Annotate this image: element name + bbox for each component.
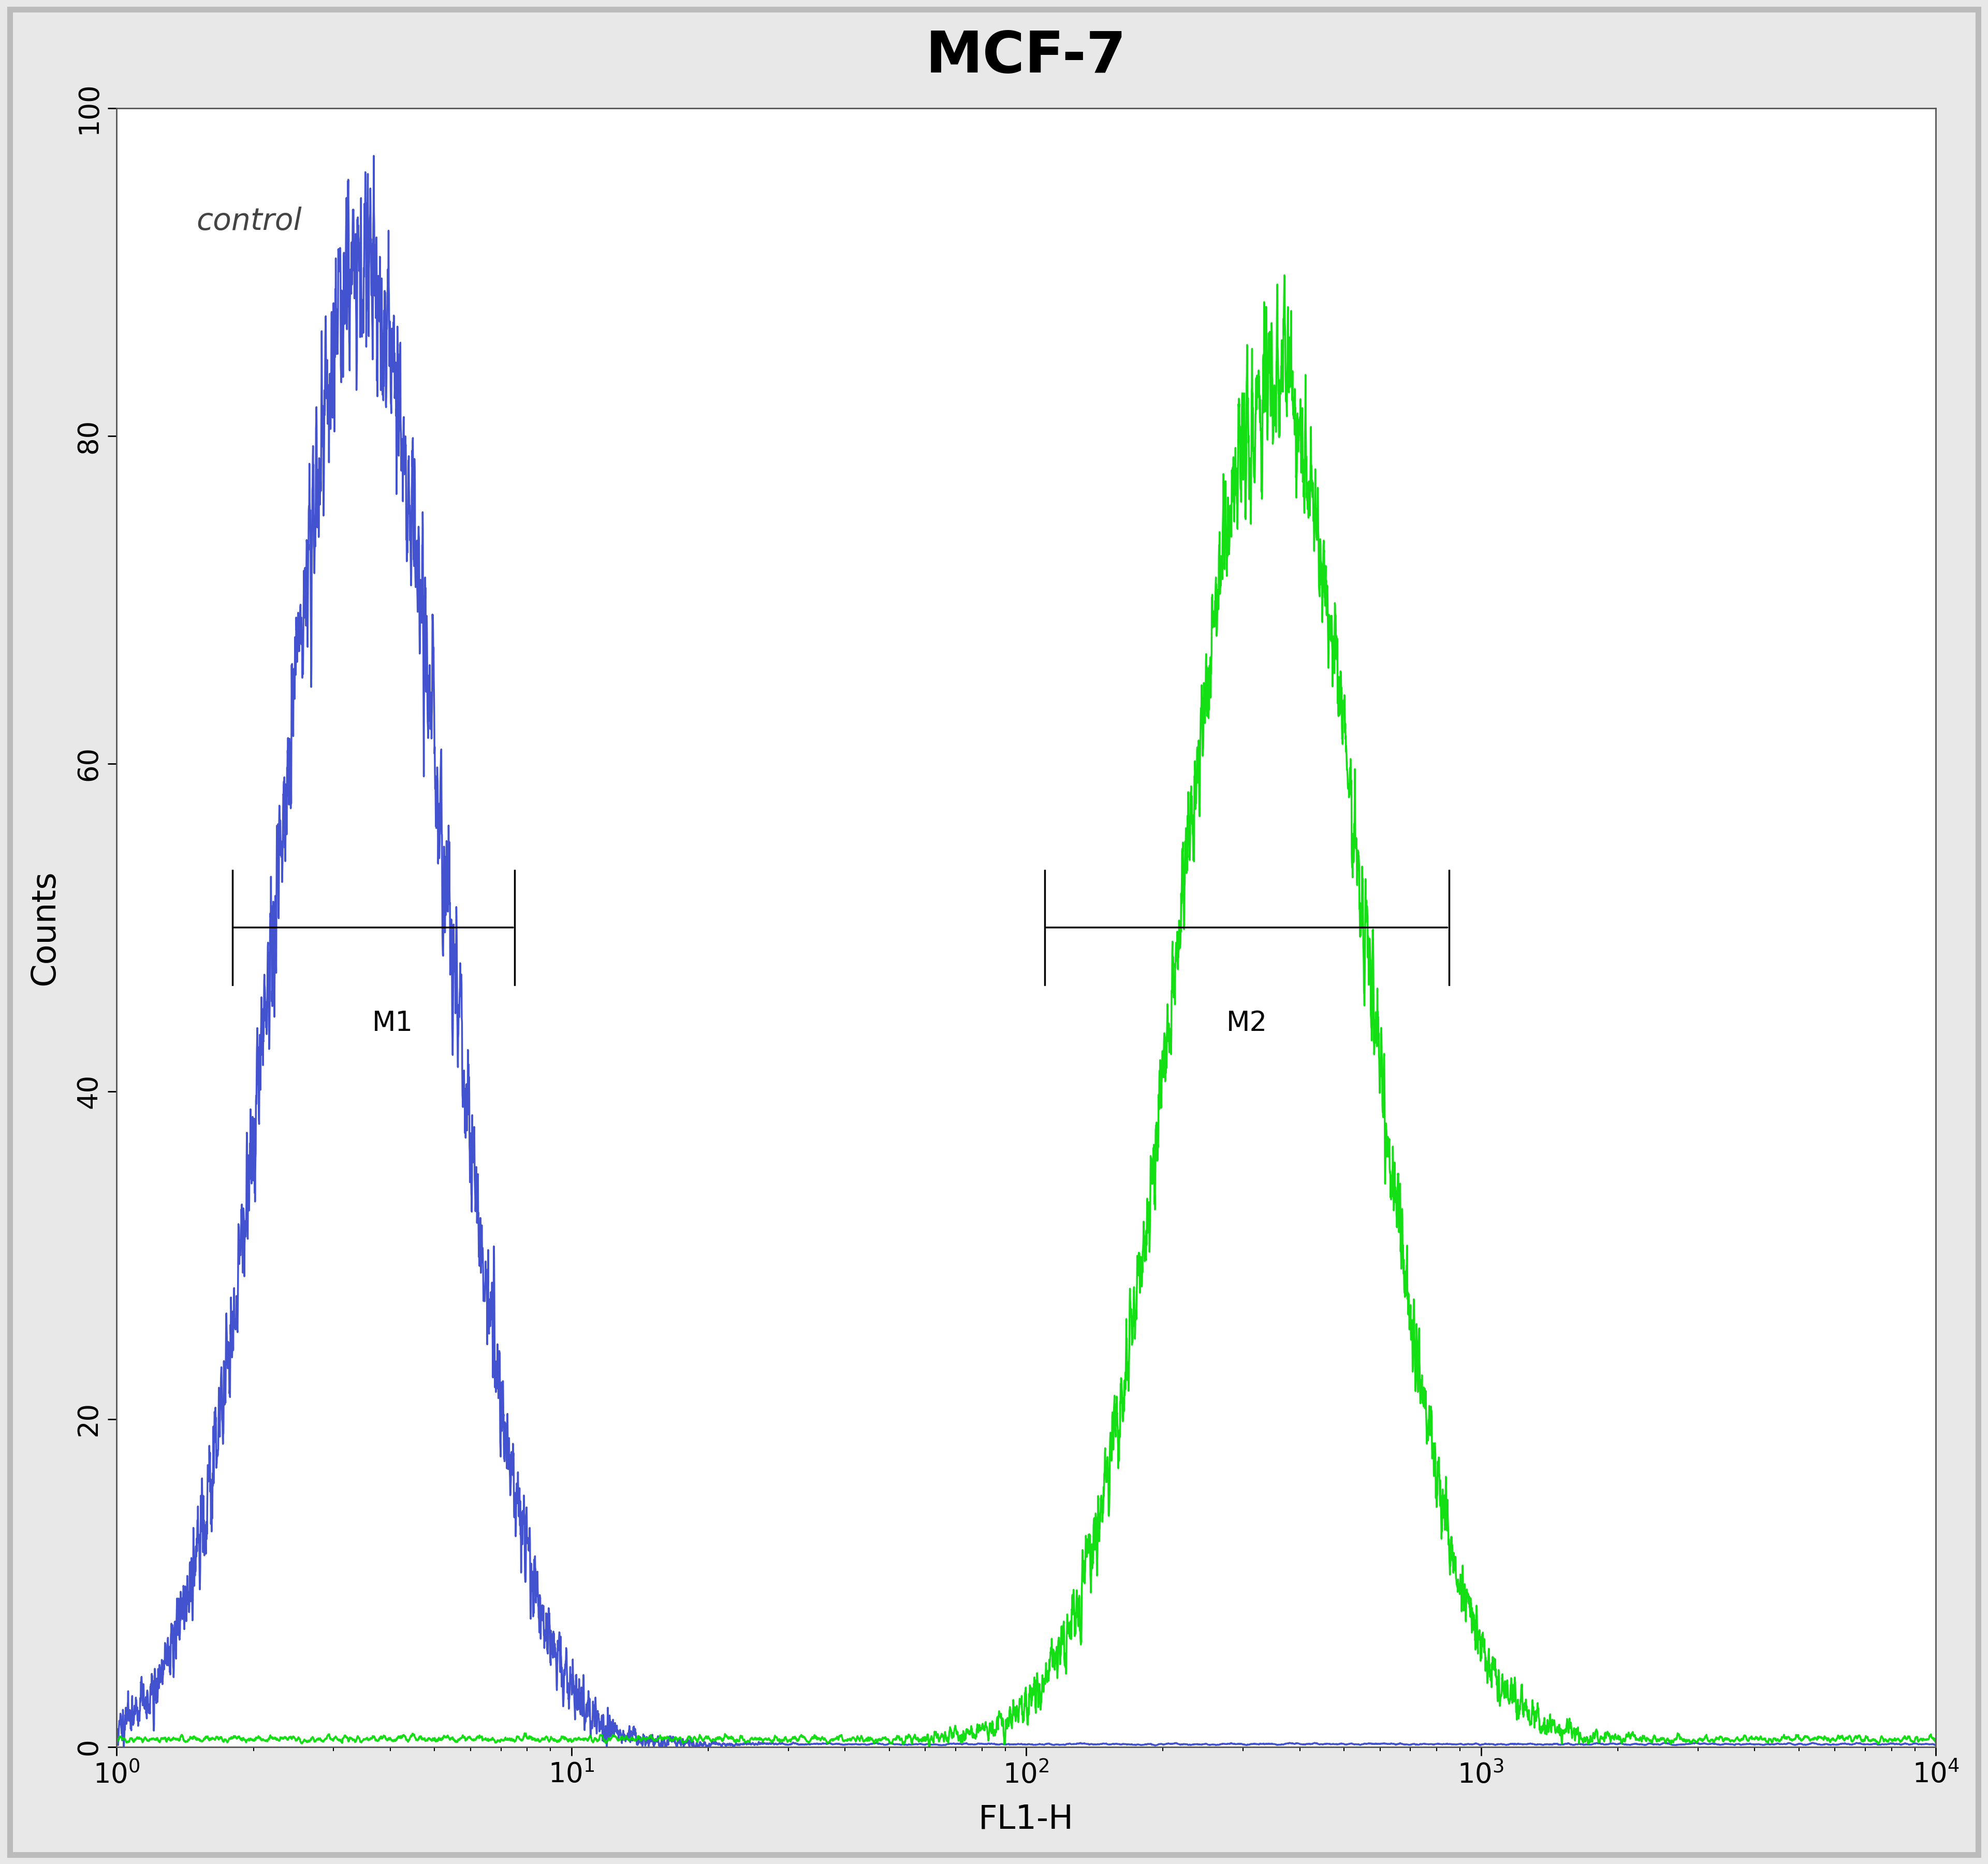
- Y-axis label: Counts: Counts: [28, 870, 62, 986]
- Text: control: control: [197, 207, 302, 237]
- X-axis label: FL1-H: FL1-H: [978, 1802, 1074, 1836]
- Text: M2: M2: [1227, 1010, 1266, 1036]
- Title: MCF-7: MCF-7: [926, 28, 1127, 84]
- Text: M1: M1: [372, 1010, 414, 1036]
